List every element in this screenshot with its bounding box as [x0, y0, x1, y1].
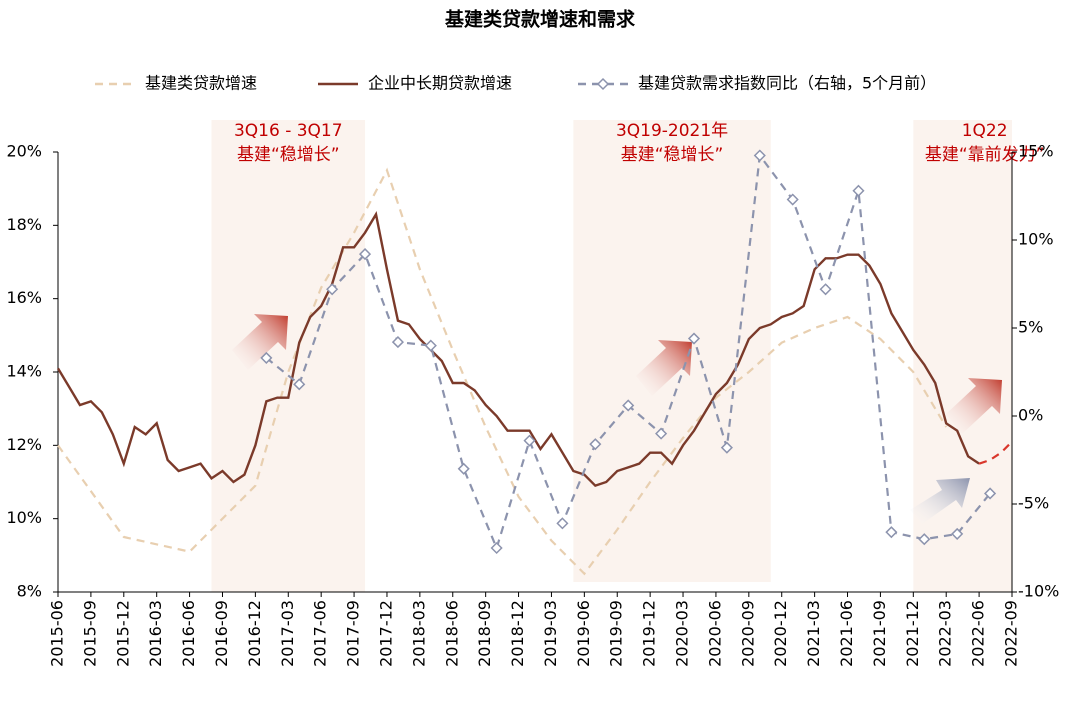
x-tick-label: 2018-06 — [442, 600, 461, 667]
series-line — [57, 167, 948, 576]
series-marker — [786, 193, 799, 206]
x-tick-label: 2017-03 — [278, 600, 297, 667]
span-label: 基建“稳增长” — [621, 145, 724, 165]
series-marker — [556, 517, 569, 530]
series-marker — [260, 351, 273, 364]
chart-title: 基建类贷款增速和需求 — [444, 8, 636, 31]
series-marker — [293, 378, 306, 391]
x-tick-label: 2020-06 — [705, 600, 724, 667]
series-marker — [885, 526, 898, 539]
series-line — [56, 211, 980, 488]
y2-tick-label: -10% — [1018, 582, 1059, 601]
series-marker — [720, 441, 733, 454]
x-tick-label: 2022-09 — [1002, 600, 1021, 667]
x-tick-label: 2015-12 — [113, 600, 132, 667]
trend-arrows — [232, 314, 1002, 524]
series-marker — [852, 184, 865, 197]
series-marker — [951, 527, 964, 540]
highlight-span — [913, 120, 1012, 592]
x-tick-label: 2020-09 — [738, 600, 757, 667]
span-label: 3Q16 - 3Q17 — [234, 121, 343, 141]
y-tick-label: 12% — [6, 435, 42, 454]
y-tick-label: 8% — [17, 582, 42, 601]
legend-label: 基建类贷款增速 — [145, 74, 257, 93]
x-tick-label: 2019-12 — [640, 600, 659, 667]
y2-tick-label: 0% — [1018, 406, 1043, 425]
x-tick-label: 2016-09 — [212, 600, 231, 667]
series-marker — [391, 336, 404, 349]
y2-tick-label: -5% — [1018, 494, 1049, 513]
x-tick-label: 2016-03 — [146, 600, 165, 667]
x-tick-label: 2020-03 — [673, 600, 692, 667]
arrow — [946, 378, 1002, 434]
y-tick-label: 14% — [6, 362, 42, 381]
x-tick-label: 2018-03 — [409, 600, 428, 667]
x-tick-label: 2017-06 — [311, 600, 330, 667]
series-marker — [687, 332, 701, 345]
x-tick-label: 2021-09 — [870, 600, 889, 667]
x-tick-label: 2021-03 — [804, 600, 823, 667]
x-tick-label: 2019-09 — [607, 600, 626, 667]
span-label: 基建“稳增长” — [237, 145, 340, 165]
series-marker — [358, 248, 372, 261]
x-tick-label: 2021-12 — [903, 600, 922, 667]
arrow — [910, 478, 970, 524]
series-marker — [457, 462, 470, 475]
x-tick-label: 2015-06 — [48, 600, 67, 667]
series-marker — [918, 533, 931, 546]
x-tick-label: 2016-12 — [245, 600, 264, 667]
y-tick-label: 18% — [6, 215, 42, 234]
y2-tick-label: 15% — [1018, 142, 1054, 161]
series-marker — [523, 434, 536, 447]
y-tick-label: 10% — [6, 508, 42, 527]
span-label: 3Q19-2021年 — [616, 121, 728, 141]
x-tick-label: 2018-12 — [508, 600, 527, 667]
series-marker — [490, 541, 503, 555]
series-marker — [424, 339, 437, 352]
legend-marker — [596, 77, 610, 91]
span-label: 1Q22 — [962, 121, 1008, 141]
x-tick-label: 2015-09 — [80, 600, 99, 667]
x-tick-label: 2017-12 — [376, 600, 395, 667]
spans — [211, 120, 1012, 592]
series-marker — [326, 283, 339, 296]
y-tick-label: 16% — [6, 288, 42, 307]
x-tick-label: 2017-09 — [344, 600, 363, 667]
y2-tick-label: 5% — [1018, 318, 1043, 337]
y2-tick-label: 10% — [1018, 230, 1054, 249]
arrow — [232, 314, 288, 370]
series-marker — [655, 427, 668, 440]
series-marker — [753, 149, 766, 162]
span-label: 基建“靠前发力” — [925, 145, 1045, 165]
highlight-span — [211, 120, 366, 592]
x-tick-label: 2020-12 — [771, 600, 790, 667]
series-marker — [589, 438, 602, 451]
series-marker — [622, 399, 635, 412]
x-tick-label: 2022-06 — [969, 600, 988, 667]
x-tick-label: 2019-06 — [574, 600, 593, 667]
series-line — [978, 440, 1013, 465]
series-marker — [819, 283, 832, 296]
arrow — [636, 340, 692, 396]
x-tick-label: 2016-06 — [179, 600, 198, 667]
legend-label: 基建贷款需求指数同比（右轴，5个月前） — [638, 74, 936, 93]
series-marker — [984, 487, 997, 500]
x-tick-label: 2021-06 — [837, 600, 856, 667]
x-tick-label: 2019-03 — [541, 600, 560, 667]
y-tick-label: 20% — [6, 142, 42, 161]
legend-label: 企业中长期贷款增速 — [368, 74, 512, 93]
x-tick-label: 2022-03 — [936, 600, 955, 667]
x-tick-label: 2018-09 — [475, 600, 494, 667]
